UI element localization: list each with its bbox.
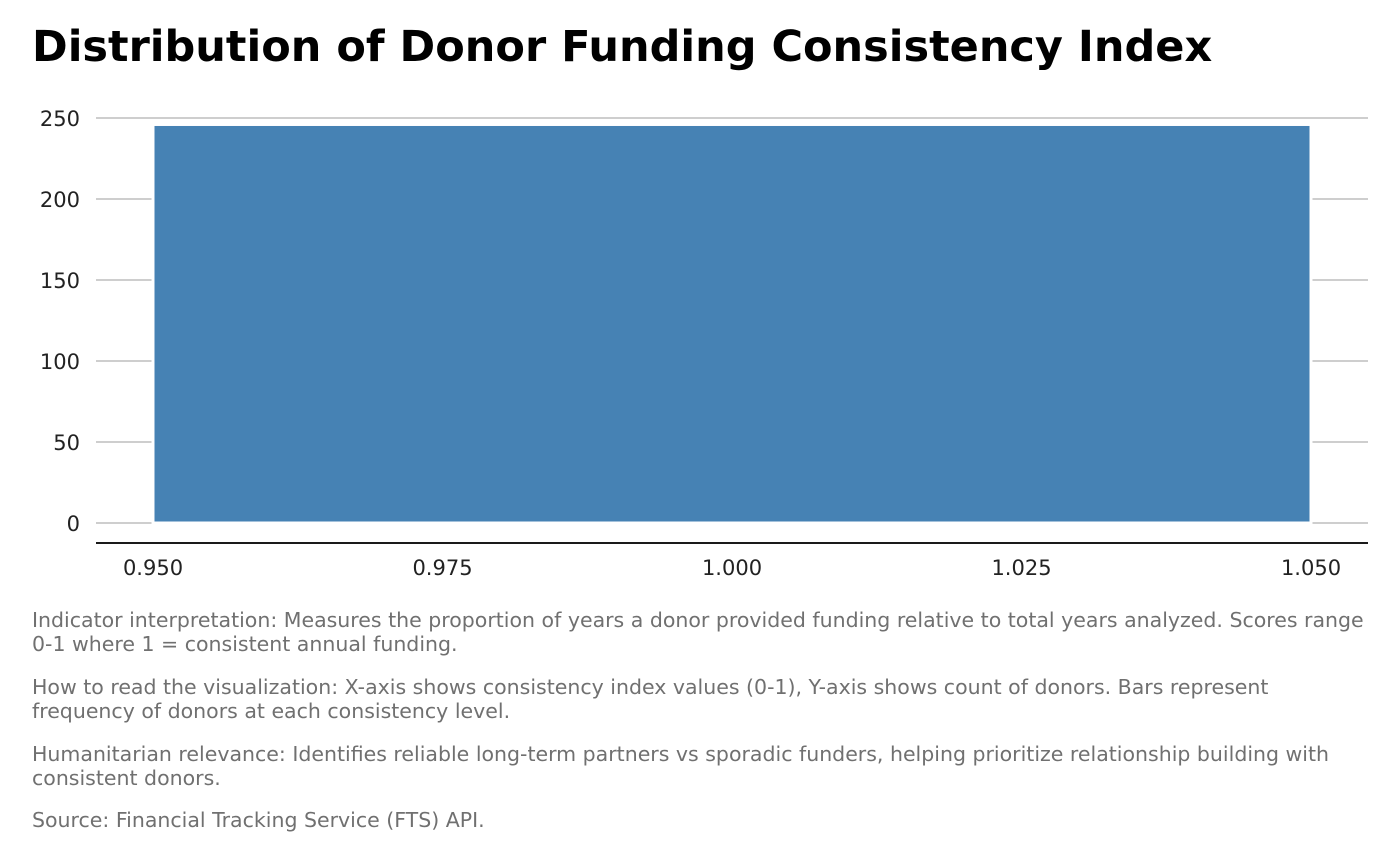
- caption-humanitarian-relevance: Humanitarian relevance: Identifies relia…: [32, 742, 1330, 790]
- y-tick-label: 50: [53, 431, 80, 455]
- chart-title: Distribution of Donor Funding Consistenc…: [32, 22, 1213, 72]
- x-tick-label: 1.050: [1281, 556, 1341, 580]
- y-tick-label: 150: [40, 269, 80, 293]
- caption-interpretation: Indicator interpretation: Measures the p…: [32, 608, 1364, 656]
- x-tick-label: 0.950: [123, 556, 183, 580]
- histogram-bar: [151, 122, 1313, 525]
- y-tick-label: 250: [40, 107, 80, 131]
- y-tick-label: 200: [40, 188, 80, 212]
- bars: [151, 122, 1313, 525]
- y-tick-label: 0: [67, 512, 80, 536]
- caption-how-to-read: How to read the visualization: X-axis sh…: [32, 675, 1269, 723]
- y-axis-ticks: 0 50 100 150 200 250: [40, 107, 80, 536]
- x-tick-label: 1.025: [991, 556, 1051, 580]
- y-tick-label: 100: [40, 350, 80, 374]
- caption-source: Source: Financial Tracking Service (FTS)…: [32, 808, 485, 832]
- histogram-chart: 0 50 100 150 200 250 0.950 0.975 1.000 1.025 1.05…: [40, 107, 1368, 580]
- x-tick-label: 1.000: [702, 556, 762, 580]
- x-tick-label: 0.975: [412, 556, 472, 580]
- x-axis-ticks: 0.950 0.975 1.000 1.025 1.050: [123, 556, 1341, 580]
